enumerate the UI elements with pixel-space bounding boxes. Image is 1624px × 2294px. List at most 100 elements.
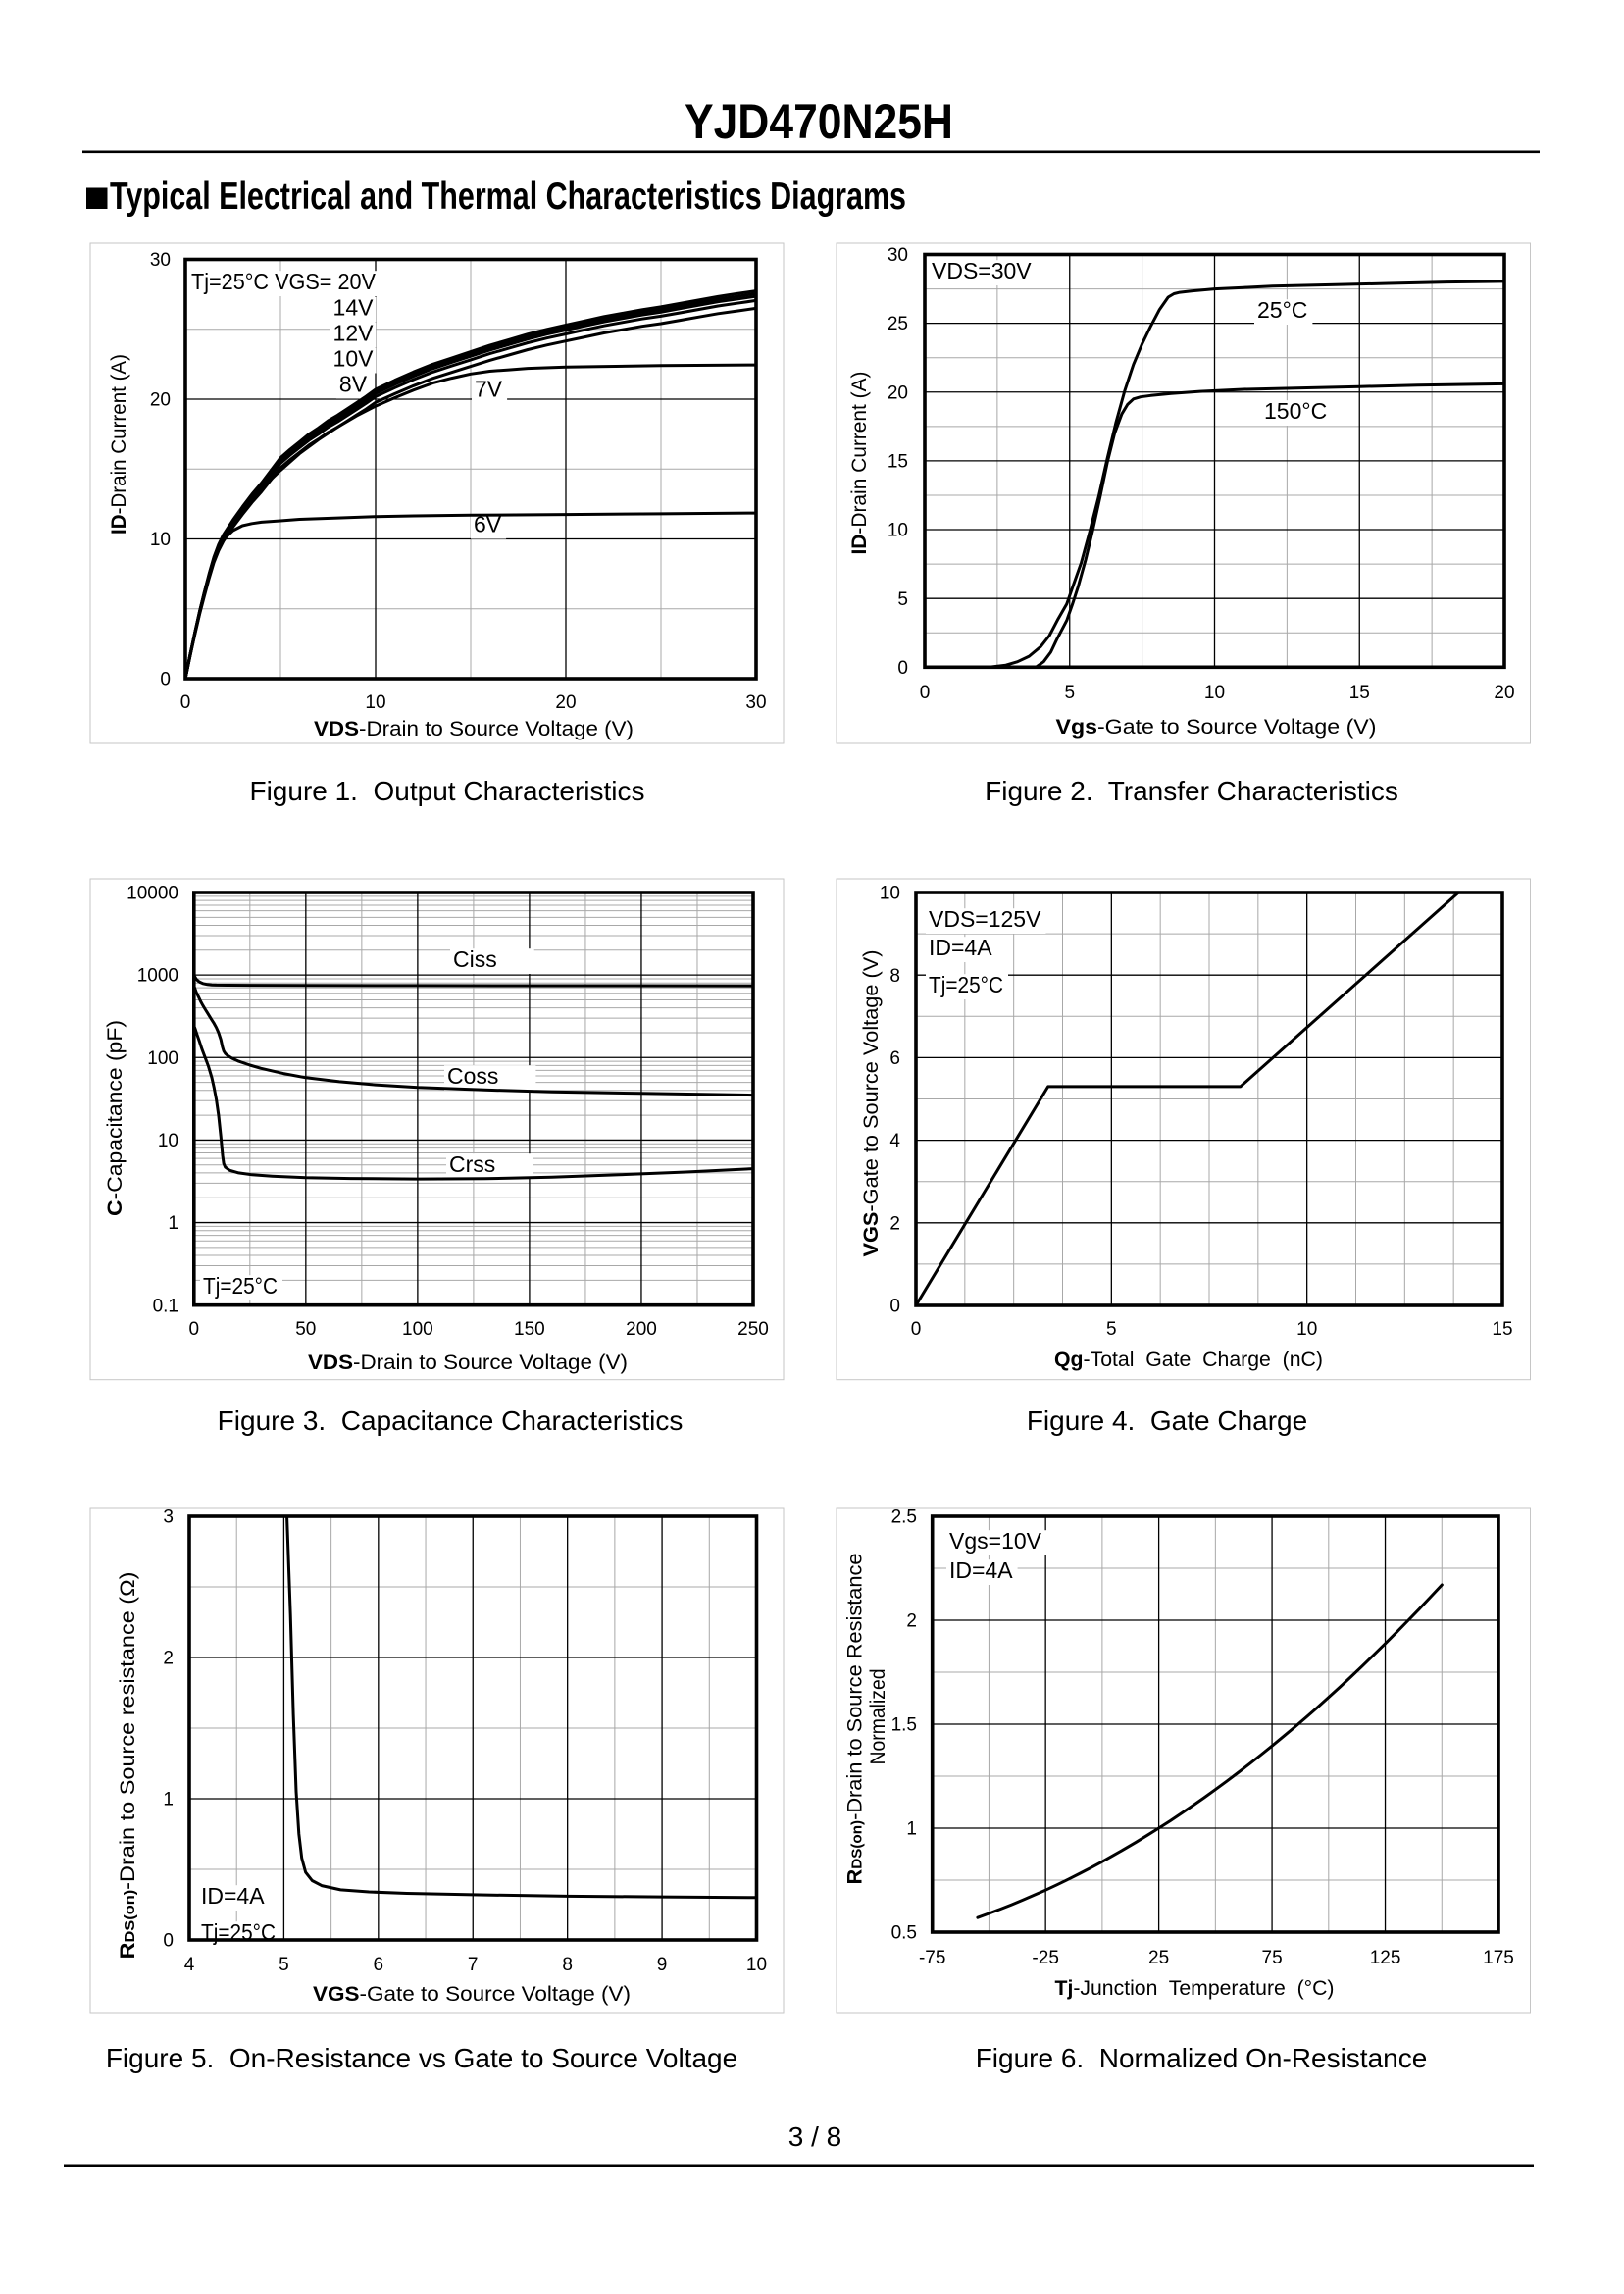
svg-text:10: 10 <box>1296 1319 1317 1340</box>
svg-text:12V: 12V <box>333 321 375 346</box>
svg-text:0: 0 <box>160 670 171 690</box>
svg-text:5: 5 <box>279 1955 289 1975</box>
svg-text:25: 25 <box>888 314 908 334</box>
svg-text:Coss: Coss <box>447 1063 498 1089</box>
svg-text:-25: -25 <box>1032 1948 1058 1968</box>
svg-text:2: 2 <box>163 1649 174 1669</box>
svg-text:9: 9 <box>657 1955 668 1975</box>
svg-text:200: 200 <box>626 1319 657 1340</box>
svg-text:Vgs=10V: Vgs=10V <box>949 1528 1042 1554</box>
svg-text:0: 0 <box>920 683 931 703</box>
svg-text:4: 4 <box>184 1955 195 1975</box>
svg-text:VGS-Gate to Source Voltage (V): VGS-Gate to Source Voltage (V) <box>313 1982 631 2006</box>
svg-text:75: 75 <box>1262 1948 1283 1968</box>
svg-text:15: 15 <box>1492 1319 1512 1340</box>
svg-text:ID-Drain Current (A): ID-Drain Current (A) <box>107 354 130 535</box>
svg-text:Typical Electrical and Thermal: Typical Electrical and Thermal Character… <box>110 176 906 218</box>
svg-text:10: 10 <box>150 530 171 550</box>
svg-text:8: 8 <box>889 966 900 987</box>
svg-text:6: 6 <box>374 1955 384 1975</box>
svg-text:Figure 5. On-Resistance vs Ga: Figure 5. On-Resistance vs Gate to Sourc… <box>106 2043 737 2073</box>
svg-text:25°C: 25°C <box>1257 297 1307 323</box>
svg-text:VDS=30V: VDS=30V <box>932 258 1032 283</box>
svg-text:4: 4 <box>889 1131 900 1151</box>
svg-text:Figure 4. Gate Charge: Figure 4. Gate Charge <box>1027 1405 1307 1436</box>
svg-text:Ciss: Ciss <box>453 946 497 972</box>
svg-text:0: 0 <box>189 1319 200 1340</box>
svg-text:Figure 1. Output Characterist: Figure 1. Output Characteristics <box>249 776 644 806</box>
svg-text:100: 100 <box>147 1048 178 1069</box>
svg-text:0: 0 <box>163 1931 174 1952</box>
svg-text:Qg-Total Gate Charge (nC): Qg-Total Gate Charge (nC) <box>1054 1348 1323 1371</box>
svg-text:20: 20 <box>555 692 576 713</box>
svg-text:20: 20 <box>1494 683 1514 703</box>
svg-text:30: 30 <box>150 250 171 271</box>
svg-text:Vgs-Gate to Source Voltage (V): Vgs -Gate to Source Voltage (V) <box>1056 715 1377 739</box>
svg-text:Crss: Crss <box>449 1151 495 1177</box>
svg-text:1: 1 <box>906 1819 917 1840</box>
svg-text:0.1: 0.1 <box>153 1296 178 1316</box>
svg-text:0.5: 0.5 <box>891 1923 917 1944</box>
svg-text:125: 125 <box>1370 1948 1401 1968</box>
svg-text:Figure 6. Normalized On-Resis: Figure 6. Normalized On-Resistance <box>976 2043 1428 2073</box>
svg-text:10000: 10000 <box>127 884 178 904</box>
svg-text:14V: 14V <box>333 295 375 321</box>
svg-text:Normalized: Normalized <box>866 1669 889 1765</box>
svg-text:2: 2 <box>889 1213 900 1234</box>
svg-text:50: 50 <box>295 1319 316 1340</box>
svg-text:30: 30 <box>745 692 766 713</box>
svg-text:Tj-Junction Temperature (°C): Tj-Junction Temperature (°C) <box>1055 1976 1335 2000</box>
svg-text:10: 10 <box>1204 683 1225 703</box>
svg-text:7V: 7V <box>475 377 503 402</box>
svg-text:2.5: 2.5 <box>891 1507 917 1528</box>
svg-text:15: 15 <box>888 452 908 473</box>
svg-text:10: 10 <box>158 1131 178 1151</box>
svg-text:RDS(on)-Drain to Source Resist: RDS(on)-Drain to Source Resistance <box>843 1554 867 1885</box>
svg-text:1: 1 <box>168 1213 178 1234</box>
svg-text:5: 5 <box>897 589 908 610</box>
svg-text:10: 10 <box>880 884 900 904</box>
svg-text:1.5: 1.5 <box>891 1715 917 1736</box>
svg-text:0: 0 <box>180 692 191 713</box>
svg-text:10: 10 <box>888 521 908 541</box>
svg-text:YJD470N25H: YJD470N25H <box>685 94 953 149</box>
svg-text:10: 10 <box>746 1955 767 1975</box>
svg-text:0: 0 <box>911 1319 922 1340</box>
svg-text:0: 0 <box>897 658 908 679</box>
svg-text:150°C: 150°C <box>1264 398 1327 424</box>
svg-text:30: 30 <box>888 245 908 266</box>
svg-text:6V: 6V <box>474 512 502 537</box>
svg-text:175: 175 <box>1483 1948 1514 1968</box>
svg-text:VGS-Gate to Source Voltage (V): VGS-Gate to Source Voltage (V) <box>859 950 883 1257</box>
svg-text:20: 20 <box>888 382 908 403</box>
svg-text:150: 150 <box>514 1319 545 1340</box>
svg-text:Tj=25°C VGS= 20V: Tj=25°C VGS= 20V <box>191 269 377 294</box>
svg-text:VDS=125V: VDS=125V <box>929 906 1041 932</box>
svg-text:C-Capacitance (pF): C-Capacitance (pF) <box>103 1020 127 1216</box>
svg-text:8V: 8V <box>339 372 368 397</box>
svg-text:Tj=25°C: Tj=25°C <box>929 972 1003 997</box>
svg-text:100: 100 <box>402 1319 433 1340</box>
svg-text:Tj=25°C: Tj=25°C <box>203 1273 278 1299</box>
svg-text:VDS-Drain to Source Voltage (V: VDS-Drain to Source Voltage (V) <box>308 1351 628 1374</box>
svg-text:0: 0 <box>889 1297 900 1317</box>
svg-text:Tj=25°C: Tj=25°C <box>201 1919 276 1945</box>
svg-text:Figure 2. Transfer Characteri: Figure 2. Transfer Characteristics <box>985 776 1398 806</box>
svg-text:ID=4A: ID=4A <box>201 1883 265 1909</box>
svg-text:1: 1 <box>163 1790 174 1810</box>
svg-text:2: 2 <box>906 1611 917 1632</box>
svg-text:5: 5 <box>1065 683 1076 703</box>
svg-text:25: 25 <box>1148 1948 1169 1968</box>
svg-text:RDS(on)-Drain to Source resist: RDS(on)-Drain to Source resistance (Ω) <box>116 1572 139 1960</box>
svg-text:20: 20 <box>150 390 171 411</box>
svg-text:1000: 1000 <box>137 966 178 987</box>
svg-text:10V: 10V <box>333 346 375 372</box>
svg-text:15: 15 <box>1349 683 1370 703</box>
svg-text:10: 10 <box>365 692 385 713</box>
svg-text:8: 8 <box>562 1955 573 1975</box>
svg-text:7: 7 <box>468 1955 479 1975</box>
svg-text:VDS-Drain to Source Voltage (V: VDS-Drain to Source Voltage (V) <box>314 717 634 740</box>
svg-text:-75: -75 <box>919 1948 945 1968</box>
svg-text:3: 3 <box>163 1507 174 1528</box>
svg-text:Figure 3. Capacitance Charact: Figure 3. Capacitance Characteristics <box>218 1405 684 1436</box>
